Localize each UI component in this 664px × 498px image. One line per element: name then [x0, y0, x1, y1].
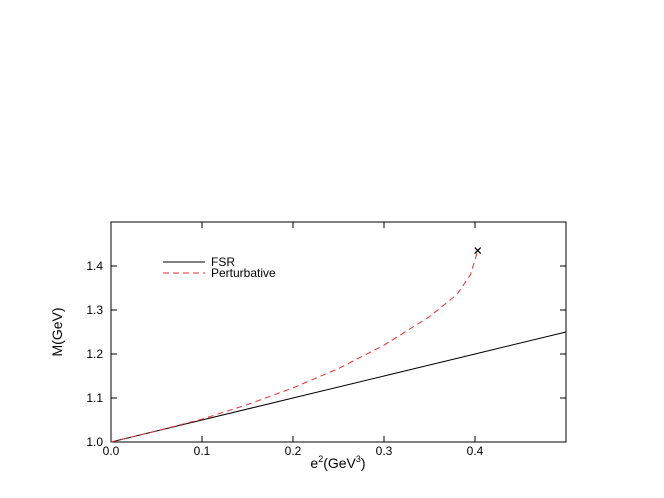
y-tick-label: 1.2 [86, 347, 103, 361]
series-line [110, 250, 479, 443]
series-line [110, 331, 567, 443]
x-label-part: (GeV [323, 455, 356, 471]
legend-label: Perturbative [211, 266, 276, 280]
x-label-part: ) [361, 455, 366, 471]
y-tick-label: 1.0 [86, 435, 103, 449]
x-label-part: e [310, 455, 318, 471]
x-label-sup: 2 [318, 454, 323, 464]
y-tick-label: 1.3 [86, 303, 103, 317]
y-tick-label: 1.4 [86, 259, 103, 273]
end-marker [474, 247, 482, 255]
plot-frame [110, 221, 567, 443]
x-label-sup: 3 [356, 454, 361, 464]
x-tick-label: 0.3 [376, 444, 393, 458]
y-tick-label: 1.1 [86, 391, 103, 405]
y-axis-label: M(GeV) [49, 308, 65, 357]
x-tick-label: 0.0 [103, 444, 120, 458]
legend-label: FSR [211, 255, 235, 269]
x-tick-label: 0.1 [194, 444, 211, 458]
x-tick-label: 0.4 [467, 444, 484, 458]
x-axis-label: e2(GeV3) [310, 454, 365, 471]
x-tick-label: 0.2 [285, 444, 302, 458]
